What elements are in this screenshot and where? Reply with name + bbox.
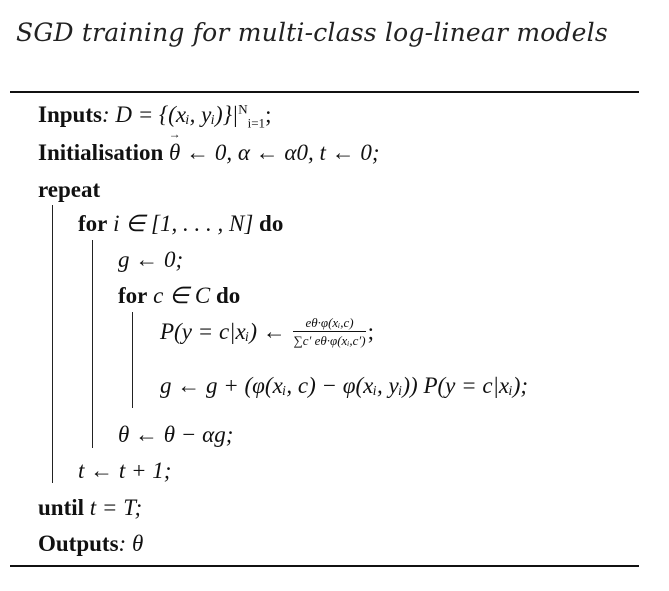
init-keyword: Initialisation <box>38 140 164 165</box>
for-c-expression: c ∈ C <box>147 283 216 308</box>
inputs-end: ; <box>265 102 272 127</box>
for-c-do: do <box>215 283 241 308</box>
for-i-line: for i ∈ [1, . . . , N] do <box>78 212 283 235</box>
for-c-line: for c ∈ C do <box>118 284 240 307</box>
for-i-expression: i ∈ [1, . . . , N] <box>107 211 260 236</box>
theta-vector: θ <box>169 141 180 164</box>
top-rule <box>10 91 639 93</box>
probability-lhs: P(y = c|xᵢ) ← <box>160 319 286 344</box>
outputs-expression: : θ <box>118 531 144 556</box>
repeat-block-bar <box>52 205 53 483</box>
softmax-fraction: eθ·φ(xᵢ,c) ∑c′ eθ·φ(xᵢ,c′) <box>293 316 366 348</box>
init-expression: ← 0, α ← α0, t ← 0; <box>180 140 380 165</box>
softmax-denominator: ∑c′ eθ·φ(xᵢ,c′) <box>293 333 366 348</box>
algorithm-title: SGD training for multi-class log-linear … <box>16 18 608 47</box>
t-increment-line: t ← t + 1; <box>78 458 172 483</box>
for-c-block-bar <box>132 312 133 408</box>
inputs-superscript: N <box>238 101 248 117</box>
repeat-keyword: repeat <box>38 177 101 202</box>
bottom-rule <box>10 565 639 567</box>
probability-line: P(y = c|xᵢ) ← eθ·φ(xᵢ,c) ∑c′ eθ·φ(xᵢ,c′)… <box>160 316 374 347</box>
for-i-block-bar <box>92 240 93 448</box>
until-line: until t = T; <box>38 496 142 519</box>
for-i-keyword: for <box>78 211 108 236</box>
inputs-line: Inputs: D = {(xᵢ, yᵢ)}|Ni=1; <box>38 101 272 129</box>
init-line: Initialisation θ ← 0, α ← α0, t ← 0; <box>38 141 380 164</box>
for-c-keyword: for <box>118 283 148 308</box>
gradient-line: g ← g + (φ(xᵢ, c) − φ(xᵢ, yᵢ)) P(y = c|x… <box>160 373 529 398</box>
inputs-expression: : D = {(xᵢ, yᵢ)}| <box>101 102 239 127</box>
outputs-keyword: Outputs <box>38 531 119 556</box>
probability-end: ; <box>367 319 374 344</box>
outputs-line: Outputs: θ <box>38 532 143 555</box>
inputs-keyword: Inputs <box>38 102 102 127</box>
until-keyword: until <box>38 495 85 520</box>
theta-update-line: θ ← θ − αg; <box>118 422 234 447</box>
for-i-do: do <box>259 211 284 236</box>
g-reset-line: g ← 0; <box>118 247 184 272</box>
inputs-subscript: i=1 <box>247 115 266 131</box>
softmax-numerator: eθ·φ(xᵢ,c) <box>293 316 366 332</box>
until-expression: t = T; <box>84 495 143 520</box>
